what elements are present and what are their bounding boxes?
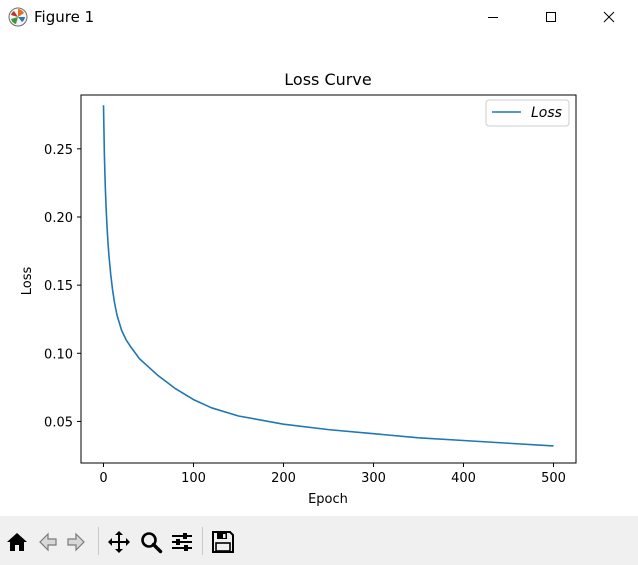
configure-subplots-button[interactable] — [167, 527, 197, 557]
x-tick-label: 0 — [99, 471, 107, 486]
navigation-toolbar — [0, 516, 638, 565]
toolbar-separator — [202, 527, 203, 555]
series-line-loss — [102, 105, 554, 447]
sliders-icon — [172, 533, 192, 551]
x-tick-label: 300 — [361, 471, 386, 486]
x-axis-label: Epoch — [308, 492, 348, 507]
loss-chart: 0 100 200 300 400 500 0.05 0.10 0.15 0.20 0.25 Los… — [20, 70, 577, 507]
back-arrow-icon — [39, 532, 57, 552]
chart-title: Loss Curve — [284, 70, 371, 89]
zoom-button[interactable] — [136, 527, 166, 557]
home-icon — [7, 533, 27, 551]
legend-label-loss: Loss — [531, 105, 562, 121]
x-tick-label: 100 — [181, 471, 206, 486]
x-tick-label: 500 — [541, 471, 566, 486]
y-tick-label: 0.20 — [44, 211, 73, 226]
save-figure-button[interactable] — [208, 527, 238, 557]
forward-button[interactable] — [62, 527, 92, 557]
y-tick-label: 0.10 — [44, 347, 73, 362]
figure-canvas[interactable]: 0 100 200 300 400 500 0.05 0.10 0.15 0.20 0.25 Los… — [0, 34, 638, 516]
chart-legend: Loss — [485, 99, 570, 127]
y-tick-label: 0.15 — [44, 279, 73, 294]
maximize-button[interactable] — [522, 0, 580, 34]
maximize-icon — [546, 12, 556, 22]
window-title: Figure 1 — [34, 8, 95, 26]
home-button[interactable] — [2, 527, 32, 557]
close-icon — [603, 11, 615, 23]
y-tick-label: 0.25 — [44, 143, 73, 158]
axes-frame — [80, 94, 577, 464]
matplotlib-logo-icon — [8, 7, 28, 27]
window-titlebar: Figure 1 — [0, 0, 638, 34]
y-tick-label: 0.05 — [44, 415, 73, 430]
pan-button[interactable] — [104, 527, 134, 557]
forward-arrow-icon — [67, 532, 85, 552]
minimize-button[interactable] — [464, 0, 522, 34]
x-tick-label: 200 — [271, 471, 296, 486]
pan-move-icon — [108, 531, 130, 553]
close-button[interactable] — [580, 0, 638, 34]
x-tick-label: 400 — [451, 471, 476, 486]
back-button[interactable] — [32, 527, 62, 557]
y-axis-label: Loss — [20, 267, 35, 296]
minimize-icon — [488, 17, 498, 18]
toolbar-separator — [98, 527, 99, 555]
zoom-magnifier-icon — [141, 532, 163, 554]
legend-frame — [485, 99, 570, 127]
floppy-disk-icon — [212, 531, 234, 553]
